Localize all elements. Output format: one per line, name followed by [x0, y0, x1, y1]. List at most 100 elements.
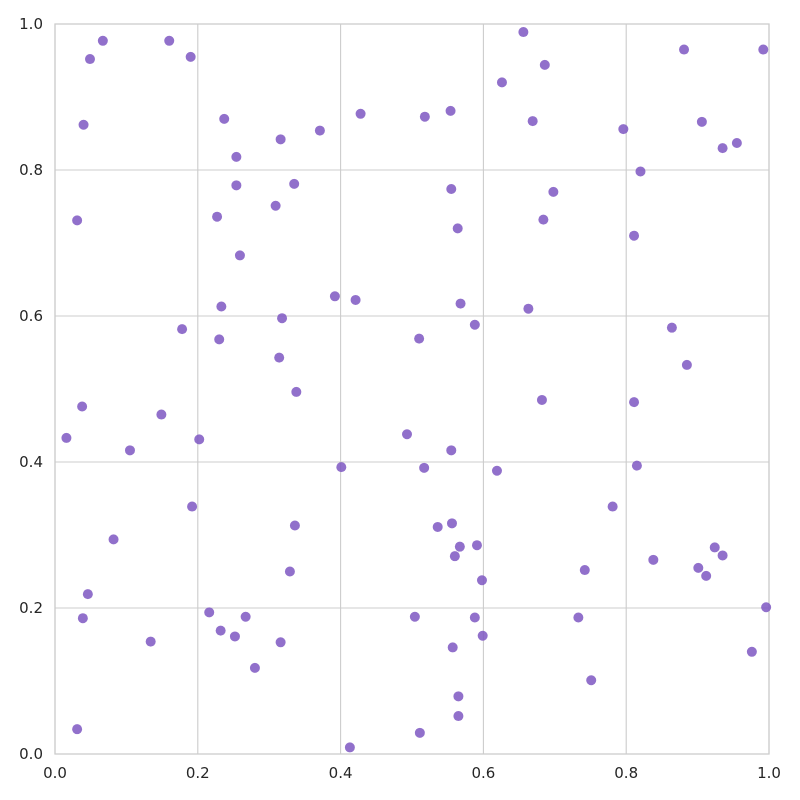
scatter-point — [156, 409, 167, 420]
scatter-point — [717, 143, 728, 154]
scatter-point — [84, 54, 95, 65]
axes-frame — [54, 23, 770, 755]
scatter-point — [453, 691, 464, 702]
y-tick-label: 0.0 — [19, 745, 43, 763]
scatter-point — [214, 334, 225, 345]
scatter-point — [454, 541, 465, 552]
scatter-point — [452, 223, 463, 234]
y-tick-label: 0.6 — [19, 307, 43, 325]
scatter-point — [629, 230, 640, 241]
scatter-point — [447, 642, 458, 653]
scatter-point — [523, 303, 534, 314]
scatter-point — [219, 113, 230, 124]
scatter-point — [355, 108, 366, 119]
scatter-point — [77, 613, 88, 624]
scatter-point — [145, 636, 156, 647]
scatter-point — [666, 322, 677, 333]
scatter-point — [275, 134, 286, 145]
scatter-point — [350, 294, 361, 305]
scatter-point — [344, 742, 355, 753]
x-tick-label: 0.8 — [614, 764, 638, 782]
x-tick-label: 0.6 — [471, 764, 495, 782]
scatter-point — [234, 250, 245, 261]
scatter-point — [215, 625, 226, 636]
scatter-point — [709, 542, 720, 553]
scatter-point — [469, 319, 480, 330]
scatter-point — [409, 611, 420, 622]
scatter-point — [414, 727, 425, 738]
scatter-point — [289, 178, 300, 189]
scatter-point — [579, 565, 590, 576]
scatter-point — [446, 518, 457, 529]
scatter-point — [693, 562, 704, 573]
scatter-point — [336, 462, 347, 473]
scatter-point — [240, 611, 251, 622]
y-tick-label: 1.0 — [19, 15, 43, 33]
scatter-point — [618, 124, 629, 135]
scatter-point — [761, 602, 772, 613]
scatter-point — [72, 215, 83, 226]
scatter-point — [187, 501, 198, 512]
scatter-point — [229, 631, 240, 642]
scatter-point — [274, 352, 285, 363]
scatter-point — [548, 186, 559, 197]
scatter-point — [277, 313, 288, 324]
scatter-point — [731, 137, 742, 148]
x-tick-label: 1.0 — [757, 764, 781, 782]
scatter-point — [414, 333, 425, 344]
scatter-point — [249, 662, 260, 673]
scatter-point — [419, 462, 430, 473]
scatter-point — [231, 151, 242, 162]
scatter-point — [635, 166, 646, 177]
scatter-point — [681, 359, 692, 370]
scatter-point — [419, 111, 430, 122]
scatter-point — [194, 434, 205, 445]
scatter-point — [701, 570, 712, 581]
scatter-point — [284, 566, 295, 577]
scatter-point — [538, 214, 549, 225]
scatter-point — [291, 386, 302, 397]
y-tick-label: 0.4 — [19, 453, 43, 471]
x-axis-ticks: 0.0 0.2 0.4 0.6 0.8 1.0 — [43, 764, 781, 782]
scatter-point — [270, 200, 281, 211]
x-tick-label: 0.2 — [186, 764, 210, 782]
scatter-point — [491, 465, 502, 476]
scatter-point — [518, 27, 529, 38]
scatter-point — [648, 554, 659, 565]
scatter-point — [446, 183, 457, 194]
x-tick-label: 0.0 — [43, 764, 67, 782]
scatter-point — [446, 445, 457, 456]
scatter-point — [477, 630, 488, 641]
scatter-point — [455, 298, 466, 309]
scatter-point — [527, 116, 538, 127]
scatter-point — [717, 550, 728, 561]
y-tick-label: 0.8 — [19, 161, 43, 179]
plot-frame — [54, 23, 770, 755]
scatter-point — [97, 35, 108, 46]
x-tick-label: 0.4 — [329, 764, 353, 782]
scatter-point — [629, 397, 640, 408]
scatter-point — [185, 51, 196, 62]
scatter-point — [679, 44, 690, 55]
scatter-point — [607, 501, 618, 512]
scatter-point — [746, 646, 757, 657]
scatter-point — [586, 675, 597, 686]
scatter-point — [469, 612, 480, 623]
scatter-point — [289, 520, 300, 531]
scatter-point — [329, 291, 340, 302]
scatter-point — [72, 724, 83, 735]
scatter-point — [164, 35, 175, 46]
scatter-point — [216, 301, 227, 312]
scatter-point — [432, 521, 443, 532]
scatter-point — [449, 551, 460, 562]
y-tick-label: 0.2 — [19, 599, 43, 617]
scatter-point — [536, 394, 547, 405]
scatter-point — [758, 44, 769, 55]
data-points — [61, 27, 772, 753]
scatter-point — [204, 607, 215, 618]
scatter-point — [453, 711, 464, 722]
scatter-point — [476, 575, 487, 586]
scatter-point — [539, 59, 550, 70]
scatter-point — [696, 116, 707, 127]
scatter-point — [124, 445, 135, 456]
